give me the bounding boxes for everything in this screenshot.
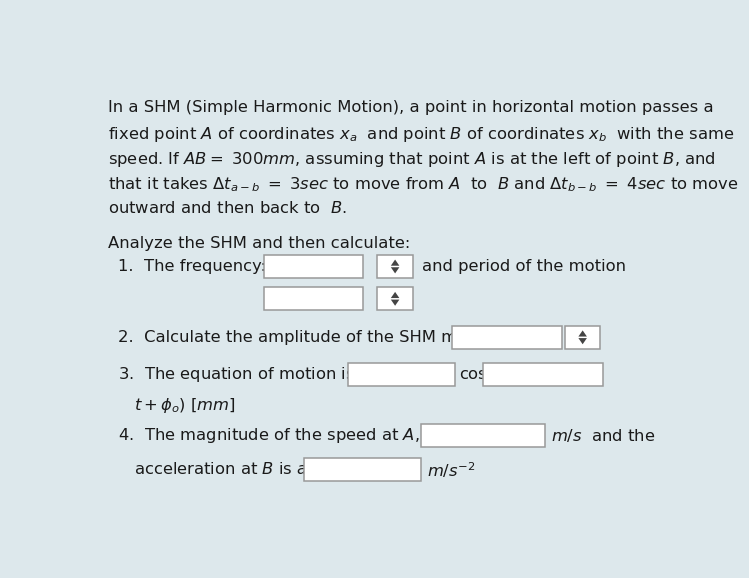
Text: acceleration at $B$ is $a_B$ =: acceleration at $B$ is $a_B$ = xyxy=(134,461,334,479)
Text: 1.  The frequency:: 1. The frequency: xyxy=(118,259,267,274)
FancyBboxPatch shape xyxy=(421,424,545,447)
FancyBboxPatch shape xyxy=(264,287,363,310)
FancyBboxPatch shape xyxy=(377,255,413,278)
FancyBboxPatch shape xyxy=(482,363,603,386)
Polygon shape xyxy=(391,299,399,306)
Text: 2.  Calculate the amplitude of the SHM motion: 2. Calculate the amplitude of the SHM mo… xyxy=(118,330,499,345)
Text: $t + \phi_o$) [$mm$]: $t + \phi_o$) [$mm$] xyxy=(134,395,236,414)
FancyBboxPatch shape xyxy=(348,363,455,386)
Text: cos(: cos( xyxy=(458,367,493,382)
Text: outward and then back to  $B$.: outward and then back to $B$. xyxy=(108,200,346,216)
Text: 3.  The equation of motion is  $x(t)$ =: 3. The equation of motion is $x(t)$ = xyxy=(118,365,413,384)
FancyBboxPatch shape xyxy=(452,326,562,349)
Text: and period of the motion: and period of the motion xyxy=(422,259,626,274)
Text: $m/s$  and the: $m/s$ and the xyxy=(551,427,655,444)
Polygon shape xyxy=(578,338,587,344)
Text: speed. If $AB =$ 300$mm$, assuming that point $A$ is at the left of point $B$, a: speed. If $AB =$ 300$mm$, assuming that … xyxy=(108,150,715,169)
FancyBboxPatch shape xyxy=(304,458,421,481)
Polygon shape xyxy=(391,267,399,273)
FancyBboxPatch shape xyxy=(377,287,413,310)
Text: $m/s^{-2}$: $m/s^{-2}$ xyxy=(427,460,476,480)
Text: fixed point $A$ of coordinates $x_a$  and point $B$ of coordinates $x_b$  with t: fixed point $A$ of coordinates $x_a$ and… xyxy=(108,125,734,144)
FancyBboxPatch shape xyxy=(565,326,601,349)
Polygon shape xyxy=(391,292,399,298)
Text: Analyze the SHM and then calculate:: Analyze the SHM and then calculate: xyxy=(108,236,410,251)
Text: that it takes $\Delta t_{a-b}$ $=$ 3$sec$ to move from $A$  to  $B$ and $\Delta : that it takes $\Delta t_{a-b}$ $=$ 3$sec… xyxy=(108,175,739,194)
Polygon shape xyxy=(578,331,587,336)
Polygon shape xyxy=(391,260,399,266)
FancyBboxPatch shape xyxy=(264,255,363,278)
Text: 4.  The magnitude of the speed at $A$, is $v_A$ =: 4. The magnitude of the speed at $A$, is… xyxy=(118,427,480,446)
Text: In a SHM (Simple Harmonic Motion), a point in horizontal motion passes a: In a SHM (Simple Harmonic Motion), a poi… xyxy=(108,100,713,115)
